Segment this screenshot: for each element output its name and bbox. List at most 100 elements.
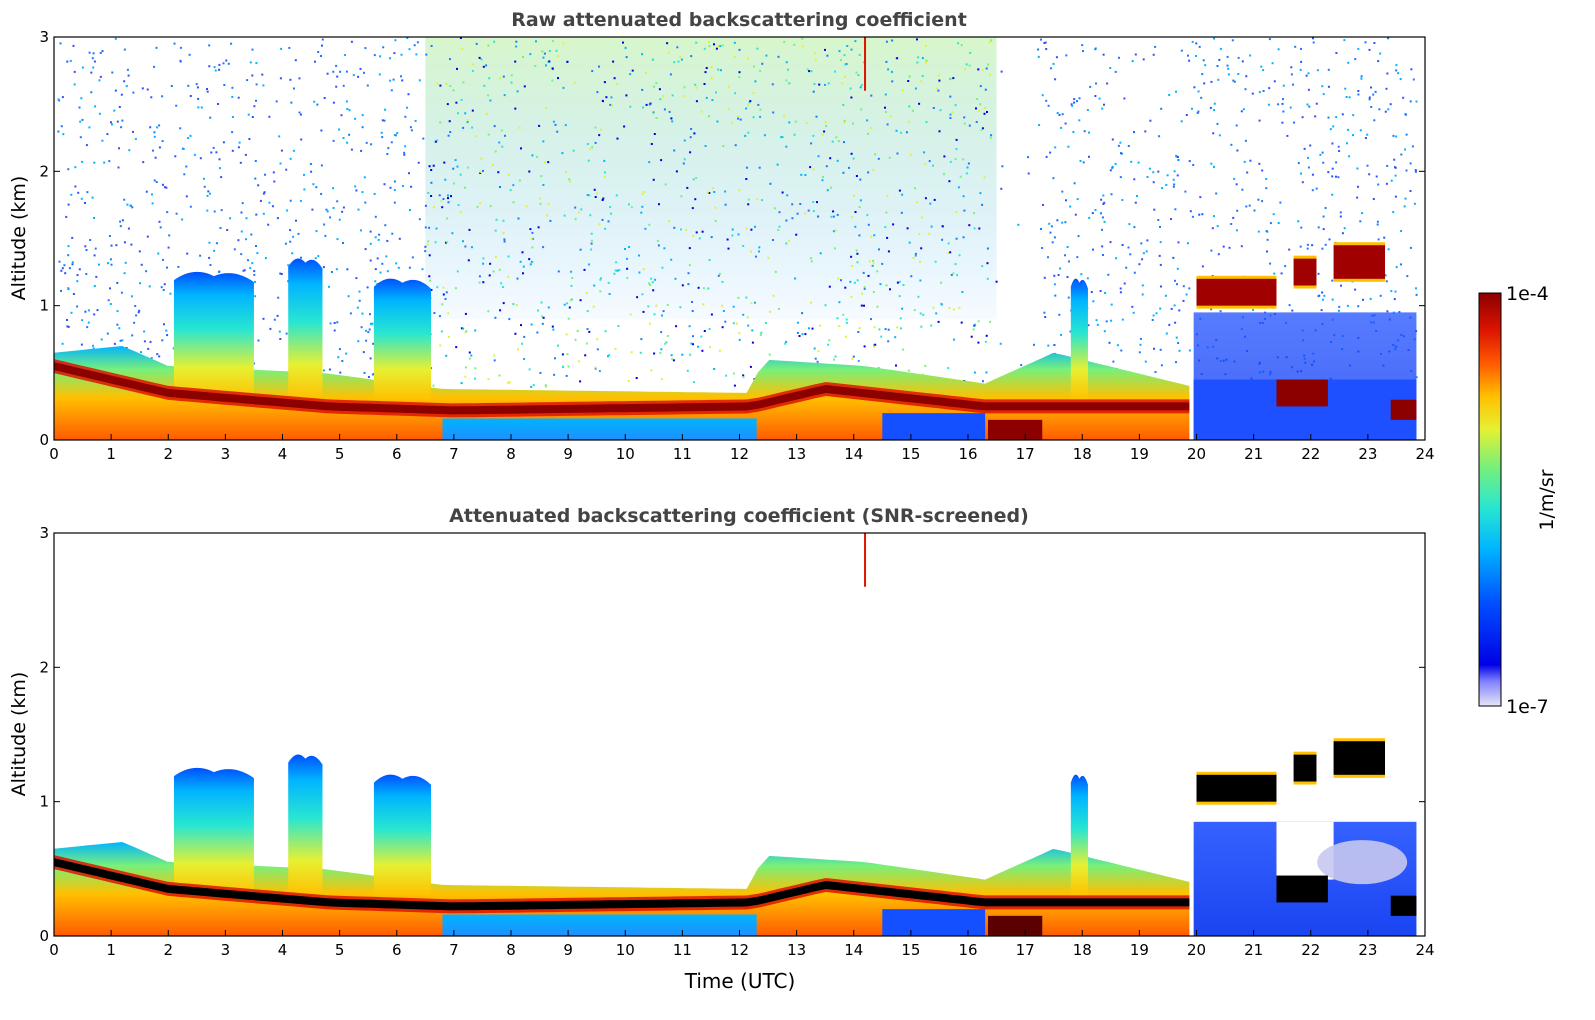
noise-point — [81, 118, 84, 121]
noise-point — [677, 60, 680, 63]
noise-point — [674, 277, 677, 280]
noise-point — [447, 194, 449, 197]
noise-point — [532, 237, 535, 240]
noise-point — [832, 230, 835, 233]
noise-point — [1152, 181, 1155, 184]
noise-point — [1141, 293, 1144, 296]
noise-point — [1045, 155, 1048, 158]
noise-point — [1323, 294, 1326, 297]
noise-point — [574, 338, 577, 341]
noise-point — [708, 259, 711, 261]
noise-point — [1243, 160, 1246, 163]
noise-point — [404, 145, 407, 148]
noise-point — [1080, 273, 1083, 276]
noise-point — [877, 367, 880, 369]
noise-point — [1249, 159, 1252, 162]
noise-point — [1262, 90, 1265, 92]
noise-point — [863, 304, 865, 307]
noise-point — [662, 310, 665, 313]
noise-point — [1217, 253, 1220, 256]
noise-point — [332, 70, 335, 73]
noise-point — [1188, 160, 1191, 163]
noise-point — [760, 331, 763, 334]
noise-point — [1152, 53, 1155, 56]
noise-point — [673, 61, 676, 64]
noise-point — [1385, 87, 1388, 90]
noise-point — [921, 75, 924, 77]
noise-point — [134, 137, 137, 140]
noise-point — [844, 75, 846, 78]
noise-point — [1110, 193, 1113, 196]
noise-point — [88, 126, 91, 129]
noise-point — [1309, 144, 1312, 147]
noise-point — [267, 223, 270, 226]
noise-point — [333, 329, 336, 332]
noise-point — [1119, 176, 1122, 179]
noise-point — [545, 64, 547, 67]
noise-point — [912, 257, 915, 259]
noise-point — [156, 353, 159, 356]
x-tick-label: 1 — [106, 941, 116, 959]
noise-point — [442, 198, 445, 200]
noise-point — [1193, 86, 1196, 89]
noise-point — [362, 351, 365, 354]
noise-point — [1324, 243, 1327, 246]
noise-point — [264, 257, 267, 260]
noise-point — [189, 134, 192, 137]
noise-point — [618, 269, 621, 271]
noise-point — [158, 124, 161, 127]
noise-point — [854, 225, 857, 228]
noise-point — [400, 75, 402, 78]
noise-point — [81, 160, 84, 163]
noise-point — [1076, 198, 1079, 201]
noise-point — [754, 301, 756, 304]
noise-point — [947, 251, 950, 254]
noise-point — [908, 105, 911, 108]
noise-point — [501, 145, 504, 148]
noise-point — [373, 54, 376, 57]
noise-point — [1044, 316, 1047, 318]
noise-point — [798, 335, 801, 337]
noise-point — [834, 229, 837, 232]
noise-point — [572, 149, 575, 152]
noise-point — [542, 56, 545, 59]
noise-point — [291, 252, 294, 255]
noise-point — [675, 170, 678, 173]
noise-point — [84, 310, 87, 313]
noise-point — [686, 186, 689, 189]
noise-point — [61, 342, 64, 345]
noise-point — [323, 97, 326, 99]
noise-point — [179, 127, 182, 130]
noise-point — [707, 40, 710, 43]
x-tick-label: 17 — [1016, 941, 1035, 959]
noise-point — [1211, 227, 1214, 230]
noise-point — [93, 60, 96, 63]
noise-point — [717, 44, 720, 47]
noise-point — [277, 296, 280, 299]
noise-point — [1159, 263, 1162, 266]
noise-point — [357, 208, 360, 211]
noise-point — [881, 262, 884, 265]
noise-point — [1398, 311, 1401, 313]
noise-point — [828, 285, 831, 288]
noise-point — [393, 180, 396, 183]
noise-point — [708, 192, 711, 194]
noise-point — [241, 202, 244, 205]
noise-point — [717, 274, 720, 277]
noise-point — [747, 104, 750, 107]
x-tick-label: 21 — [1244, 445, 1263, 463]
noise-point — [626, 267, 629, 270]
noise-point — [276, 217, 279, 220]
noise-point — [848, 166, 850, 169]
noise-point — [345, 100, 348, 103]
noise-point — [1086, 109, 1089, 111]
noise-point — [61, 96, 64, 99]
noise-point — [673, 226, 676, 229]
noise-point — [447, 201, 450, 204]
noise-point — [1348, 96, 1351, 99]
noise-point — [364, 201, 367, 204]
noise-point — [471, 109, 474, 112]
noise-point — [591, 70, 594, 73]
noise-point — [783, 114, 786, 117]
noise-point — [384, 224, 387, 227]
